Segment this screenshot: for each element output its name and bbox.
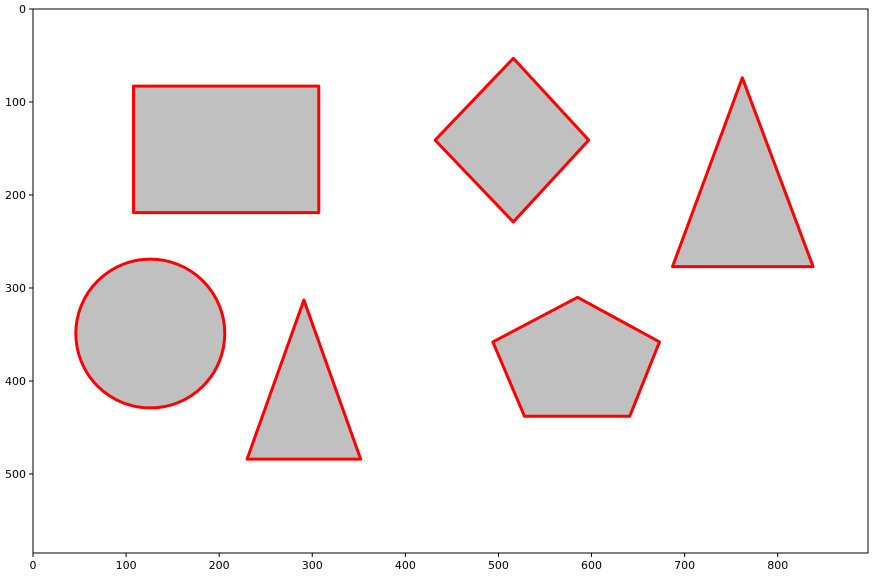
y-tick-label: 100 (5, 96, 26, 109)
axes-frame (32, 8, 869, 554)
x-tick-label: 800 (767, 559, 788, 572)
x-axis: 0 100 200 300 400 500 600 700 800 (30, 553, 788, 572)
x-tick-label: 400 (395, 559, 416, 572)
x-tick-label: 0 (30, 559, 37, 572)
shapes-layer (74, 56, 815, 461)
x-tick-label: 200 (209, 559, 230, 572)
y-tick-label: 0 (19, 3, 26, 16)
y-axis: 0 100 200 300 400 500 (5, 3, 33, 481)
triangle-shape-3 (671, 76, 815, 269)
triangle-shape-5 (245, 298, 363, 461)
x-tick-label: 100 (116, 559, 137, 572)
y-tick-label: 500 (5, 468, 26, 481)
diamond-shape-2 (433, 56, 591, 224)
x-tick-label: 300 (302, 559, 323, 572)
x-tick-label: 600 (581, 559, 602, 572)
x-tick-label: 700 (674, 559, 695, 572)
circle-shape-4 (74, 257, 227, 410)
y-tick-label: 300 (5, 282, 26, 295)
x-tick-label: 500 (488, 559, 509, 572)
rectangle-shape-1 (132, 84, 321, 215)
y-tick-label: 200 (5, 189, 26, 202)
y-tick-label: 400 (5, 375, 26, 388)
pentagon-shape-6 (491, 295, 661, 418)
